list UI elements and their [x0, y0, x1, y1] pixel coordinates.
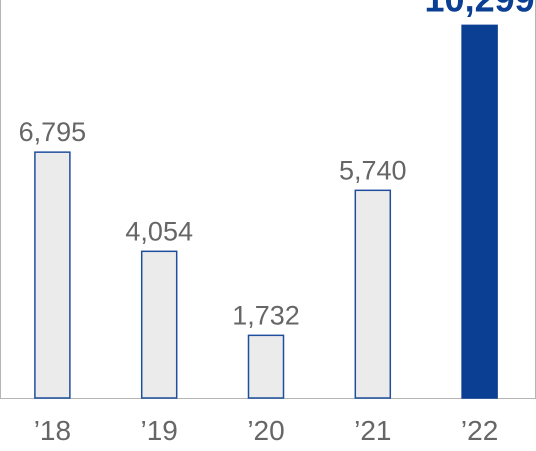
bar-4: [354, 189, 392, 399]
value-label-3: 1,732: [232, 300, 300, 330]
bar-3: [247, 334, 285, 399]
x-tick-group: ’18 ’19 ’20 ’21 ’22: [34, 415, 499, 446]
value-label-4: 5,740: [339, 155, 407, 185]
x-tick-label-2: ’19: [141, 415, 178, 446]
bar-5: [461, 24, 498, 399]
value-label-2: 4,054: [125, 216, 193, 246]
x-tick-label-5: ’22: [461, 415, 498, 446]
value-label-group: 6,795 4,054 1,732 5,740 10,299: [19, 0, 535, 330]
x-tick-label-1: ’18: [34, 415, 71, 446]
x-tick-label-3: ’20: [247, 415, 284, 446]
bar-1: [34, 151, 71, 399]
bar-group: [34, 24, 498, 399]
value-label-5: 10,299: [425, 0, 535, 19]
bar-2: [140, 250, 178, 399]
x-tick-label-4: ’21: [354, 415, 391, 446]
value-label-1: 6,795: [19, 117, 87, 147]
